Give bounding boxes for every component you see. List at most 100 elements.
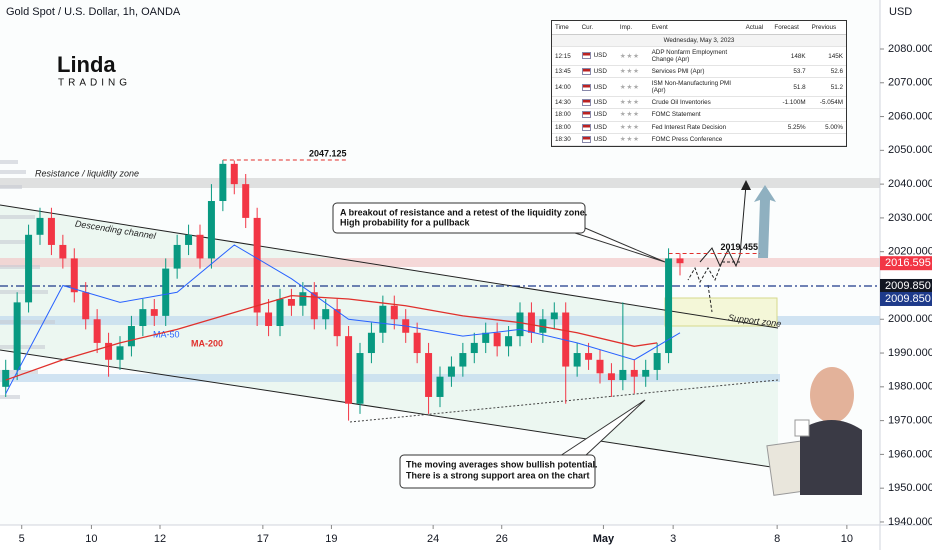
candle-body — [379, 305, 387, 333]
previous: 51.2 — [808, 77, 846, 98]
candle-body — [36, 217, 44, 235]
time: 18:00 — [552, 121, 579, 134]
column-header: Time — [552, 21, 579, 35]
column-header: Imp. — [616, 21, 649, 35]
candle-body — [2, 369, 10, 387]
importance: ★★★ — [616, 108, 649, 122]
price-label-bg — [880, 278, 932, 293]
previous: 52.6 — [808, 65, 846, 79]
time: 13:45 — [552, 65, 579, 79]
x-tick-label: 19 — [325, 533, 337, 545]
price-label: 2009.850 — [885, 293, 931, 305]
path-up — [699, 184, 747, 268]
event-row: 18:00 USD ★★★ FOMC Statement — [552, 108, 846, 122]
forecast: 148K — [771, 46, 809, 66]
previous: 145K — [808, 46, 846, 66]
event-row: 14:00 USD ★★★ ISM Non-Manufacturing PMI (Ap… — [552, 77, 846, 98]
flag — [581, 52, 591, 60]
candle-body — [642, 369, 650, 377]
stars: ★★★ — [619, 52, 640, 60]
y-tick-label: 1960.000 — [888, 448, 932, 460]
logo-sub: TRADING — [58, 78, 131, 89]
callout-text: A breakout of resistance and a retest of… — [340, 207, 587, 217]
ma-label: MA-50 — [153, 329, 180, 339]
candle-body — [527, 312, 535, 333]
candle-body — [47, 217, 55, 245]
stars: ★★★ — [619, 99, 640, 107]
candle-body — [82, 292, 90, 320]
candle-body — [276, 298, 284, 327]
callout-box-1 — [332, 202, 586, 234]
previous: 5.00% — [808, 121, 846, 134]
y-tick-label: 2020.000 — [888, 246, 932, 258]
moving-average — [5, 294, 658, 381]
x-tick-label: 26 — [496, 533, 508, 545]
ma-label: MA-200 — [191, 338, 223, 348]
column-header: Cur. — [578, 21, 617, 35]
event-row: 18:00 USD ★★★ Fed Interest Rate Decision 5.2… — [552, 121, 846, 134]
candle-body — [413, 332, 421, 354]
flag — [581, 111, 591, 119]
event-row: 18:30 USD ★★★ FOMC Press Conference — [552, 133, 846, 146]
channel-fill — [0, 205, 778, 468]
candle-body — [253, 217, 261, 313]
importance: ★★★ — [616, 121, 649, 134]
candle-body — [390, 305, 398, 320]
candle-body — [596, 359, 604, 374]
candle-body — [447, 366, 455, 377]
event: ISM Non-Manufacturing PMI (Apr) — [648, 77, 743, 98]
y-tick-label: 2080.000 — [888, 43, 932, 55]
candle-body — [653, 353, 661, 370]
column-header: Forecast — [771, 21, 809, 35]
candle-body — [425, 353, 433, 397]
currency: USD — [578, 46, 617, 66]
currency-code: USD — [593, 99, 607, 107]
x-tick-label: 17 — [257, 533, 269, 545]
currency: USD — [578, 77, 617, 98]
candle-body — [470, 342, 478, 354]
candle-body — [127, 326, 135, 347]
previous: -5.054M — [808, 96, 846, 110]
y-tick-label: 2040.000 — [888, 178, 932, 190]
price-label: 2009.850 — [885, 280, 931, 292]
x-tick-label: May — [593, 533, 615, 545]
event-row: 13:45 USD ★★★ Services PMI (Apr) 53.7 52.6 — [552, 65, 846, 79]
forecast: 51.8 — [771, 77, 809, 98]
time: 18:00 — [552, 108, 579, 122]
candle-body — [93, 319, 101, 343]
x-tick-label: 5 — [19, 533, 25, 545]
candle-body — [322, 309, 330, 320]
flag — [581, 123, 591, 131]
candle-body — [105, 342, 113, 360]
candle-body — [539, 319, 547, 333]
time: 12:15 — [552, 46, 579, 66]
candle-body — [185, 234, 193, 245]
liquidity-band — [0, 258, 880, 267]
candle-body — [333, 309, 341, 337]
importance: ★★★ — [616, 133, 649, 146]
currency: USD — [578, 96, 617, 110]
candle-body — [265, 312, 273, 327]
event: FOMC Press Conference — [648, 133, 743, 146]
event-row: 12:15 USD ★★★ ADP Nonfarm Employment Change… — [552, 46, 846, 66]
channel-lower — [0, 349, 779, 469]
candle-body — [70, 258, 78, 293]
candle-body — [150, 309, 158, 316]
candle-body — [573, 353, 581, 367]
price-label-bg — [880, 291, 932, 306]
forecast: 5.25% — [771, 121, 809, 134]
forecast: 53.7 — [771, 65, 809, 79]
previous — [808, 133, 846, 146]
big-arrow — [754, 185, 776, 258]
actual — [742, 133, 772, 146]
candle-body — [196, 234, 204, 259]
currency: USD — [578, 108, 617, 122]
previous — [808, 108, 846, 122]
y-tick-label: 1940.000 — [888, 516, 932, 528]
candle-body — [562, 312, 570, 367]
support-zone-box — [664, 297, 778, 327]
importance: ★★★ — [616, 96, 649, 110]
event-row: 14:30 USD ★★★ Crude Oil Inventories -1.100M -… — [552, 96, 846, 110]
candle-body — [116, 346, 124, 360]
price-label-bg — [880, 256, 932, 271]
